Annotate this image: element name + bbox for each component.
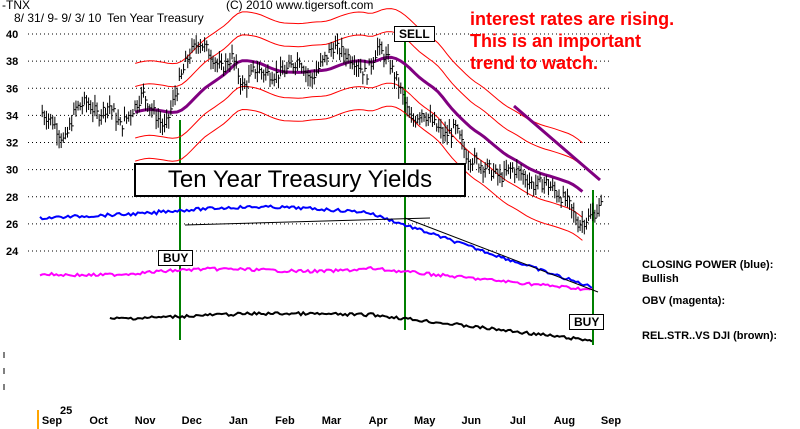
annotation-line-3: trend to watch.	[470, 53, 599, 73]
x-tick-label: Aug	[554, 415, 575, 427]
indicator-series	[39, 266, 593, 292]
sell-signal-label: SELL	[394, 26, 435, 42]
indicator-lines	[39, 204, 593, 343]
x-tick-label: Sep	[42, 415, 62, 427]
date-range: 8/ 31/ 9- 9/ 3/ 10	[14, 11, 102, 25]
symbol-label: -TNX	[2, 0, 30, 12]
y-tick-label: 38	[6, 56, 18, 68]
lower-band	[135, 105, 583, 241]
legend-obv: OBV (magenta):	[642, 295, 726, 307]
y-axis: 24 26 28 30 32 34 36 38 40 25	[3, 29, 72, 429]
y-tick-label: 40	[6, 29, 18, 41]
x-axis: Sep Oct Nov Dec Jan Feb Mar Apr May Jun Jul Aug Sep	[42, 415, 621, 427]
legend-rel-str: REL.STR..VS DJI (brown):	[642, 330, 778, 342]
annotation-line-1: interest rates are rising.	[470, 9, 675, 29]
cp-trendline-up	[184, 217, 431, 226]
x-tick-label: Apr	[369, 415, 389, 427]
y-tick-label: 24	[6, 246, 19, 258]
x-tick-label: Jul	[510, 415, 526, 427]
y-tick-label: 26	[6, 219, 18, 231]
x-tick-label: Mar	[322, 415, 342, 427]
trend-lines	[184, 104, 601, 293]
indicator-series	[39, 204, 593, 289]
legend-closing-power: CLOSING POWER (blue):	[642, 259, 774, 271]
bollinger-bands	[135, 8, 583, 241]
buy-signal-label-aug: BUY	[569, 314, 605, 330]
chart-title: Ten Year Treasury Yields	[134, 163, 466, 197]
cp-trendline-down	[404, 217, 599, 293]
x-tick-label: Jan	[229, 415, 248, 427]
x-tick-label: Feb	[275, 415, 295, 427]
x-tick-label: Sep	[601, 415, 621, 427]
buy-signal-label-nov: BUY	[158, 250, 194, 266]
y-tick-label: 36	[6, 83, 18, 95]
upper-band	[135, 8, 583, 144]
x-tick-label: Jun	[461, 415, 481, 427]
x-tick-label: Nov	[135, 415, 157, 427]
annotation-note: interest rates are rising. This is an im…	[470, 8, 800, 74]
security-name: Ten Year Treasury	[107, 11, 204, 25]
y-tick-label: 28	[6, 192, 18, 204]
annotation-line-2: This is an important	[470, 31, 642, 51]
y-tick-label: 32	[6, 138, 18, 150]
y-tick-label: 34	[6, 110, 19, 122]
y-tick-label: 30	[6, 165, 18, 177]
price-bars	[41, 33, 604, 235]
indicator-series	[109, 310, 593, 343]
inner-upper-band	[135, 31, 583, 167]
bottom-scale-label: 25	[60, 405, 72, 417]
x-tick-label: May	[414, 415, 436, 427]
x-tick-label: Oct	[89, 415, 108, 427]
copyright-text: (C) 2010 www.tigersoft.com	[226, 0, 374, 12]
price-downtrend-line	[513, 104, 601, 182]
x-tick-label: Dec	[182, 415, 202, 427]
inner-lower-band	[135, 82, 583, 218]
legend-closing-power-status: Bullish	[642, 273, 679, 285]
